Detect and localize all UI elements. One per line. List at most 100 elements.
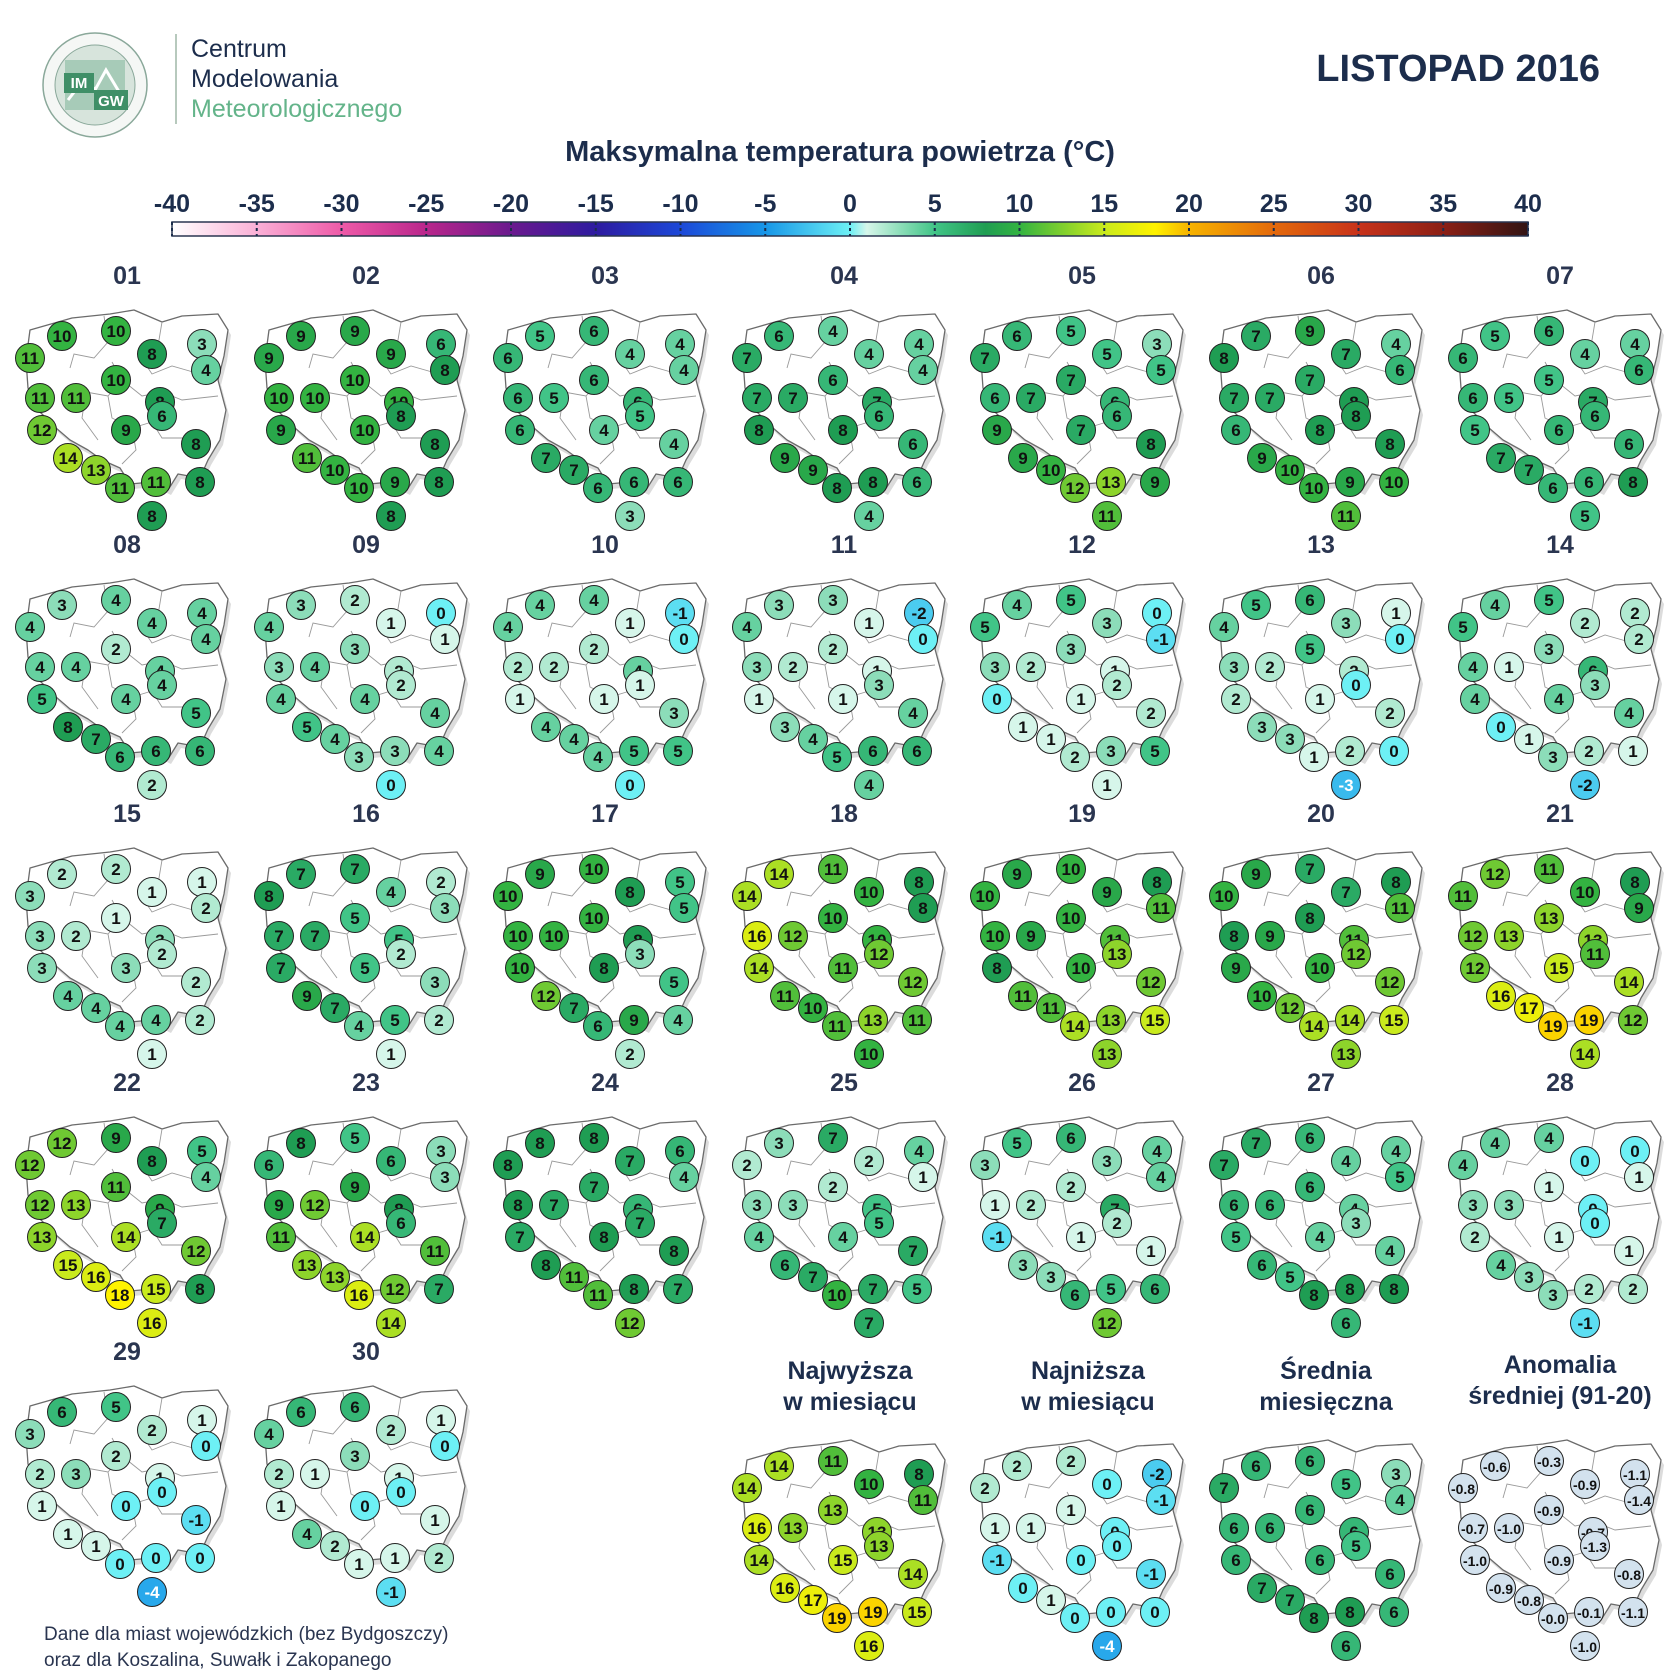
station-value: -1.0 — [1573, 1639, 1597, 1655]
station-value: 5 — [675, 873, 684, 892]
station-marker — [380, 736, 410, 766]
station-marker — [589, 415, 619, 445]
station-marker — [818, 1495, 848, 1525]
station-value: 7 — [1076, 421, 1085, 440]
station-value: 4 — [91, 999, 101, 1018]
station-marker — [47, 1128, 77, 1158]
station-value: 0 — [625, 776, 634, 795]
station-value: -0.3 — [1537, 1454, 1561, 1470]
station-marker — [898, 429, 928, 459]
station-marker — [53, 712, 83, 742]
station-marker — [320, 1531, 350, 1561]
station-value: 2 — [742, 1156, 751, 1175]
station-marker — [1008, 712, 1038, 742]
station-marker — [1305, 1545, 1335, 1575]
station-marker — [854, 877, 884, 907]
station-value: 8 — [1152, 873, 1161, 892]
station-marker — [424, 467, 454, 497]
colorbar-tick-label: 25 — [1260, 190, 1288, 218]
station-value: 10 — [824, 909, 843, 928]
station-marker — [669, 355, 699, 385]
station-value: 11 — [111, 479, 129, 498]
station-value: 2 — [434, 1549, 443, 1568]
station-marker — [505, 1222, 535, 1252]
station-value: 9 — [1305, 322, 1314, 341]
province-border — [824, 395, 901, 439]
station-value: 6 — [57, 1403, 66, 1422]
station-value: 10 — [326, 461, 345, 480]
station-marker — [111, 415, 141, 445]
station-marker — [1275, 724, 1305, 754]
station-value: 9 — [121, 421, 130, 440]
station-marker — [864, 670, 894, 700]
brand-line-2: Modelowania — [191, 65, 339, 93]
station-marker — [1060, 742, 1090, 772]
station-value: 11 — [1337, 507, 1355, 526]
station-marker — [420, 1236, 450, 1266]
station-value: 5 — [1544, 371, 1553, 390]
station-marker — [559, 1262, 589, 1292]
station-value: 5 — [1231, 1228, 1240, 1247]
province-border — [1062, 1202, 1139, 1246]
station-marker — [1460, 1222, 1490, 1252]
station-value: 2 — [864, 1152, 873, 1171]
station-value: 8 — [503, 1156, 512, 1175]
station-marker — [264, 652, 294, 682]
logo-text-im: IM — [71, 75, 88, 92]
station-value: 5 — [1066, 322, 1075, 341]
station-marker — [1066, 1222, 1096, 1252]
day-label: 17 — [591, 800, 619, 828]
station-value: 5 — [350, 909, 359, 928]
station-value: 2 — [1026, 1196, 1035, 1215]
station-value: 15 — [834, 1551, 853, 1570]
station-marker — [286, 1128, 316, 1158]
station-marker — [1092, 339, 1122, 369]
station-marker — [61, 1190, 91, 1220]
station-marker — [980, 652, 1010, 682]
station-value: 2 — [1345, 742, 1354, 761]
station-marker — [742, 1513, 772, 1543]
colorbar-tick-label: -35 — [239, 190, 275, 218]
station-marker — [1092, 1631, 1122, 1661]
station-value: 3 — [1391, 1465, 1400, 1484]
station-value: 8 — [1146, 435, 1155, 454]
station-value: 7 — [1066, 371, 1075, 390]
station-value: 2 — [396, 676, 405, 695]
station-marker — [81, 724, 111, 754]
station-value: 2 — [1584, 742, 1593, 761]
station-marker — [902, 736, 932, 766]
station-marker — [1486, 981, 1516, 1011]
station-marker — [1008, 1573, 1038, 1603]
station-marker — [1514, 1585, 1544, 1615]
station-value: 7 — [625, 1152, 634, 1171]
station-marker — [770, 1573, 800, 1603]
station-value: 0 — [918, 630, 927, 649]
station-value: 16 — [748, 1519, 767, 1538]
station-marker — [1570, 1039, 1600, 1069]
station-value: 12 — [1281, 999, 1300, 1018]
station-value: 13 — [1102, 1011, 1121, 1030]
province-border — [346, 395, 423, 439]
day-label: 09 — [352, 531, 380, 559]
province-border — [1062, 1525, 1139, 1569]
station-value: 1 — [1102, 776, 1111, 795]
station-value: 6 — [1070, 1286, 1079, 1305]
station-value: 3 — [25, 887, 34, 906]
station-value: 0 — [1076, 1551, 1085, 1570]
station-value: 6 — [673, 473, 682, 492]
station-value: 9 — [274, 1196, 283, 1215]
station-value: 2 — [1112, 676, 1121, 695]
day-label: 25 — [830, 1069, 858, 1097]
station-value: 9 — [264, 349, 273, 368]
station-value: 13 — [87, 461, 106, 480]
station-value: -1 — [1153, 1491, 1168, 1510]
station-value: 4 — [1012, 596, 1022, 615]
station-value: 5 — [673, 742, 682, 761]
station-marker — [420, 698, 450, 728]
station-marker — [902, 1005, 932, 1035]
station-marker — [430, 893, 460, 923]
station-value: 9 — [276, 421, 285, 440]
station-value: 6 — [828, 371, 837, 390]
station-marker — [1448, 881, 1478, 911]
